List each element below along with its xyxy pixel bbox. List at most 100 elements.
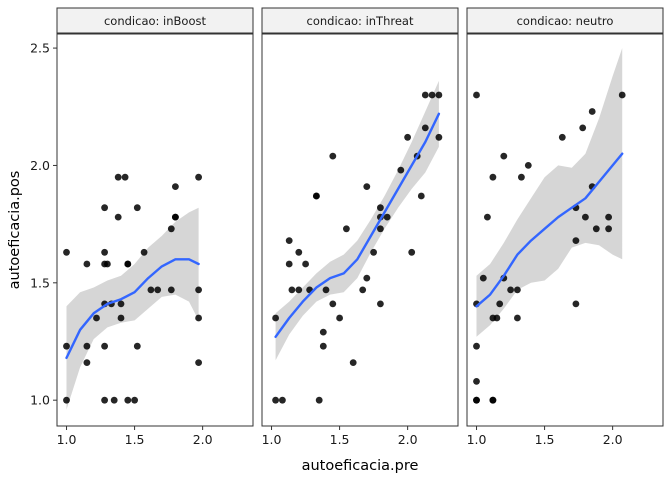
facet-strip — [56, 7, 254, 34]
data-point — [349, 359, 357, 366]
data-point — [500, 152, 508, 160]
data-point — [121, 173, 129, 181]
y-axis: 1.0 1.5 2.0 2.5 — [30, 41, 57, 408]
data-point — [514, 286, 521, 294]
confidence-band — [476, 48, 623, 337]
y-tick-label: 1.5 — [30, 275, 50, 290]
data-point — [322, 286, 330, 294]
x-tick-label: 2.0 — [193, 432, 213, 447]
data-point — [618, 91, 626, 99]
y-axis-title: autoeficacia.pos — [7, 171, 23, 290]
data-point — [101, 248, 108, 256]
facet-strip-label: condicao: inBoost — [104, 14, 207, 28]
facet-strip — [261, 7, 459, 34]
panel-border — [261, 33, 459, 427]
x-tick-label: 1.5 — [330, 432, 350, 447]
data-point — [383, 213, 391, 221]
data-point — [272, 314, 279, 322]
data-point — [172, 183, 179, 191]
data-point — [117, 314, 125, 322]
smooth-line — [65, 258, 200, 360]
data-point — [473, 396, 480, 404]
x-tick-label: 1.5 — [535, 432, 555, 447]
data-point — [428, 91, 436, 99]
panel-border — [466, 33, 664, 427]
data-point — [167, 225, 175, 233]
data-point — [582, 213, 589, 221]
data-point — [124, 260, 132, 268]
data-point — [558, 133, 566, 141]
panel-border — [56, 33, 254, 427]
x-tick-label: 1.0 — [57, 432, 77, 447]
y-tick-label: 1.0 — [30, 393, 50, 408]
data-point — [124, 396, 132, 404]
data-point — [101, 204, 108, 212]
data-point — [117, 300, 125, 308]
data-point — [295, 248, 303, 256]
data-point — [195, 173, 203, 181]
confidence-band — [66, 207, 199, 410]
data-point — [319, 328, 327, 336]
data-point — [329, 300, 337, 308]
data-point — [417, 192, 425, 200]
data-point — [473, 378, 480, 385]
data-point — [435, 133, 443, 141]
data-point — [195, 359, 203, 366]
data-point — [154, 286, 162, 294]
data-point — [288, 286, 296, 294]
data-point — [514, 314, 521, 322]
data-point — [343, 225, 350, 233]
data-point — [83, 342, 91, 350]
data-point — [518, 173, 525, 181]
data-point — [370, 248, 377, 256]
data-point — [421, 91, 429, 99]
data-point — [101, 396, 108, 404]
y-tick-label: 2.0 — [30, 158, 50, 173]
data-point — [579, 124, 587, 132]
data-point — [592, 225, 600, 233]
data-point — [377, 300, 384, 308]
data-point — [104, 260, 111, 268]
data-point — [493, 314, 501, 322]
data-point — [397, 166, 405, 174]
confidence-band — [275, 80, 439, 361]
panel-background — [57, 34, 253, 426]
panel-background — [467, 34, 663, 426]
data-point — [473, 342, 480, 350]
data-point — [195, 286, 203, 294]
data-point — [336, 314, 343, 322]
data-point — [359, 286, 367, 294]
data-point — [404, 133, 411, 141]
facet-panel-2: condicao: inThreat — [261, 7, 459, 427]
data-point — [133, 204, 141, 212]
smooth-line — [475, 152, 624, 308]
facet-panel-3: condicao: neutro — [466, 7, 664, 427]
data-point — [279, 396, 286, 404]
data-point — [195, 314, 203, 322]
x-tick-label: 1.5 — [125, 432, 145, 447]
data-point — [83, 359, 91, 366]
x-tick-label: 1.0 — [262, 432, 282, 447]
x-tick-label: 2.0 — [398, 432, 418, 447]
data-point — [319, 342, 327, 350]
data-point — [83, 260, 91, 268]
panel-background — [262, 34, 458, 426]
data-point — [315, 396, 323, 404]
data-point — [524, 162, 532, 169]
data-point — [93, 314, 100, 322]
x-tick-label: 2.0 — [603, 432, 623, 447]
data-point — [302, 260, 309, 268]
data-point — [572, 300, 580, 308]
data-point — [295, 286, 303, 294]
data-point — [133, 342, 141, 350]
data-point — [147, 286, 155, 294]
data-point — [63, 248, 70, 256]
smooth-line — [274, 112, 441, 338]
data-point — [507, 286, 514, 294]
data-point — [408, 248, 416, 256]
data-point — [473, 91, 480, 99]
data-point — [114, 173, 122, 181]
data-point — [489, 173, 497, 181]
data-point — [435, 91, 443, 99]
data-point — [172, 213, 179, 221]
